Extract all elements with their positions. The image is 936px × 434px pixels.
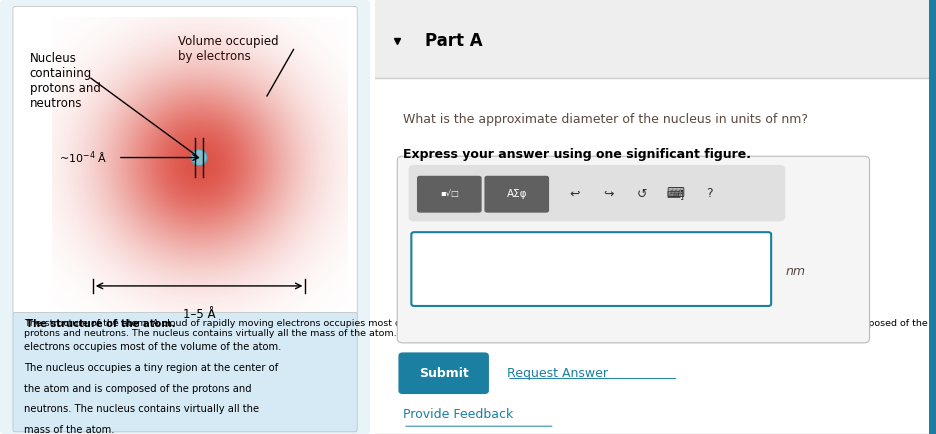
Bar bbox=[374, 0, 936, 78]
Text: What is the approximate diameter of the nucleus in units of nm?: What is the approximate diameter of the … bbox=[402, 113, 807, 126]
FancyBboxPatch shape bbox=[13, 7, 357, 315]
FancyBboxPatch shape bbox=[398, 352, 489, 394]
Text: The structure of the atom.: The structure of the atom. bbox=[26, 319, 175, 329]
Text: ?: ? bbox=[705, 187, 712, 201]
FancyBboxPatch shape bbox=[417, 176, 481, 213]
Text: neutrons. The nucleus contains virtually all the: neutrons. The nucleus contains virtually… bbox=[24, 404, 259, 414]
Text: ↪: ↪ bbox=[602, 187, 613, 201]
Text: Volume occupied
by electrons: Volume occupied by electrons bbox=[178, 35, 278, 63]
Circle shape bbox=[191, 149, 207, 166]
FancyBboxPatch shape bbox=[0, 0, 370, 434]
Text: Request Answer: Request Answer bbox=[506, 367, 607, 380]
Text: 1–5 Å: 1–5 Å bbox=[183, 308, 215, 321]
Text: the atom and is composed of the protons and: the atom and is composed of the protons … bbox=[24, 384, 252, 394]
Bar bbox=[928, 0, 936, 434]
Text: nm: nm bbox=[784, 265, 804, 278]
Text: Express your answer using one significant figure.: Express your answer using one significan… bbox=[402, 148, 750, 161]
Text: ⌨]: ⌨] bbox=[665, 189, 684, 199]
Text: ΑΣφ: ΑΣφ bbox=[506, 189, 527, 199]
Text: ▪√□: ▪√□ bbox=[440, 190, 459, 198]
FancyBboxPatch shape bbox=[411, 232, 770, 306]
Text: Part A: Part A bbox=[425, 32, 482, 50]
Text: ~10$^{-4}$ Å: ~10$^{-4}$ Å bbox=[59, 149, 108, 166]
Text: The structure of the atom. A cloud of rapidly moving electrons occupies most of : The structure of the atom. A cloud of ra… bbox=[26, 319, 886, 341]
Text: Submit: Submit bbox=[418, 367, 468, 380]
Text: ↩: ↩ bbox=[568, 187, 579, 201]
Text: electrons occupies most of the volume of the atom.: electrons occupies most of the volume of… bbox=[24, 342, 281, 352]
FancyBboxPatch shape bbox=[408, 165, 784, 221]
Text: The structure of the atom. A cloud of rapidly moving electrons occupies most of : The structure of the atom. A cloud of ra… bbox=[24, 319, 927, 339]
Text: Provide Feedback: Provide Feedback bbox=[402, 408, 513, 421]
Text: The nucleus occupies a tiny region at the center of: The nucleus occupies a tiny region at th… bbox=[24, 363, 278, 373]
Text: Nucleus
containing
protons and
neutrons: Nucleus containing protons and neutrons bbox=[30, 52, 100, 110]
FancyBboxPatch shape bbox=[484, 176, 548, 213]
Text: mass of the atom.: mass of the atom. bbox=[24, 425, 114, 434]
FancyBboxPatch shape bbox=[397, 156, 869, 343]
Text: ↺: ↺ bbox=[636, 187, 647, 201]
FancyBboxPatch shape bbox=[13, 312, 357, 432]
Text: ⌨: ⌨ bbox=[665, 187, 684, 201]
